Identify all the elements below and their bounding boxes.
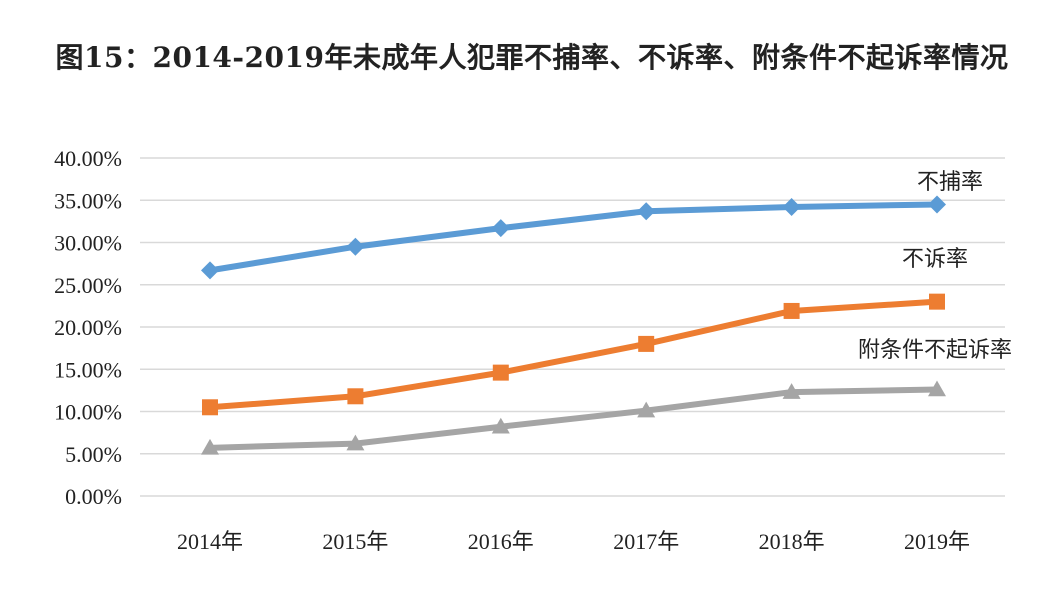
data-point [637,202,656,221]
x-tick-label: 2019年 [904,529,970,554]
y-tick-label: 10.00% [54,400,122,425]
data-point [347,388,364,405]
y-tick-label: 5.00% [65,442,122,467]
series-line [207,201,940,274]
data-point [201,438,219,455]
y-tick-label: 35.00% [54,188,122,213]
y-tick-label: 40.00% [54,146,122,171]
data-point [491,219,510,238]
series-label: 不诉率 [902,246,968,271]
data-point [346,237,365,256]
data-point [782,198,801,217]
data-point [492,364,509,381]
x-tick-label: 2014年 [177,529,243,554]
chart-title: 图15：2014-2019年未成年人犯罪不捕率、不诉率、附条件不起诉率情况 [55,41,1009,74]
series-label: 附条件不起诉率 [858,337,1012,362]
series-label: 不捕率 [917,169,983,194]
data-point [928,380,946,397]
x-tick-label: 2015年 [322,529,388,554]
series-line [207,298,940,411]
y-tick-label: 15.00% [54,357,122,382]
data-point [638,335,655,352]
data-point [782,383,801,399]
x-tick-label: 2016年 [468,529,534,554]
data-point [346,434,365,451]
data-point [637,401,656,418]
data-point [783,302,800,319]
data-point [929,293,945,310]
data-point [928,195,946,214]
y-tick-label: 20.00% [54,315,122,340]
data-point [201,261,219,280]
x-tick-label: 2018年 [759,529,825,554]
series-line [207,386,940,451]
y-tick-label: 30.00% [54,231,122,256]
data-point [202,399,218,416]
x-tick-label: 2017年 [613,529,679,554]
y-tick-label: 25.00% [54,273,122,298]
data-point [491,417,510,434]
y-tick-label: 0.00% [65,484,122,509]
